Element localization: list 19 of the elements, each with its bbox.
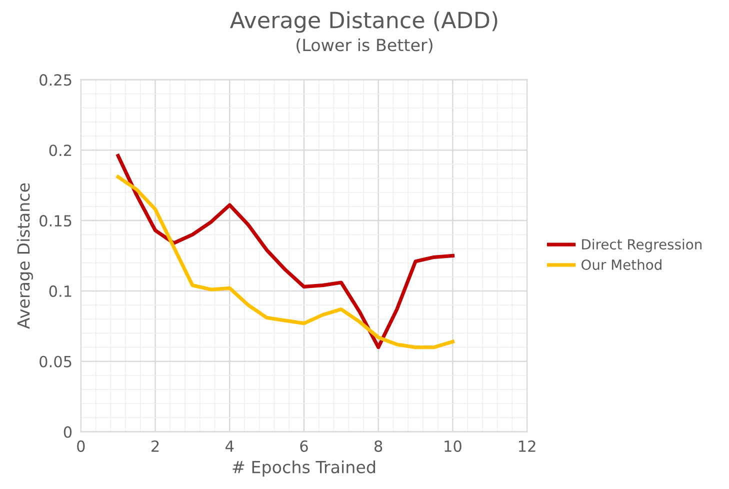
y-tick-label: 0.15	[40, 215, 72, 227]
x-tick-label: 10	[444, 440, 462, 452]
x-axis-title: # Epochs Trained	[232, 460, 376, 477]
y-tick-label: 0	[64, 426, 72, 438]
y-tick-label: 0.05	[40, 356, 72, 368]
y-tick-label: 0.1	[49, 285, 72, 297]
x-tick-label: 6	[300, 440, 308, 452]
x-tick-label: 8	[374, 440, 382, 452]
chart-subtitle: (Lower is Better)	[296, 38, 432, 54]
y-tick-label: 0.2	[49, 144, 72, 156]
chart-title: Average Distance (ADD)	[230, 11, 498, 33]
x-tick-label: 12	[519, 440, 536, 452]
x-tick-label: 4	[226, 440, 234, 452]
y-tick-label: 0.25	[40, 74, 72, 86]
y-axis-title: Average Distance	[16, 183, 34, 329]
legend-label: Our Method	[582, 259, 662, 270]
x-tick-label: 2	[152, 440, 159, 452]
x-tick-label: 0	[77, 440, 85, 452]
legend-label: Direct Regression	[582, 238, 702, 252]
